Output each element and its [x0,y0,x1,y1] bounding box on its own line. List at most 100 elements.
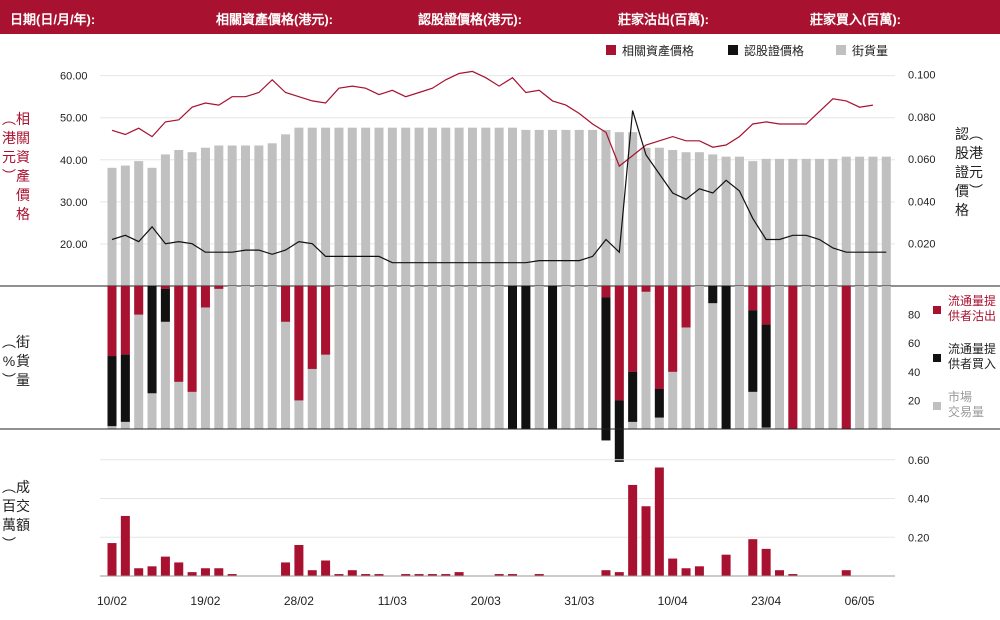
axis-title-char: 街 [16,334,30,350]
market-volume-bar [467,286,477,429]
right-top-axis-title: 認股證價格 ︵ 港元 ︶ [955,125,983,220]
left-mid-axis-title: ︵% ︶ 街貨量 [2,333,30,390]
pct-legend-label: 流通量提 [948,341,996,356]
axis-title-char: 關 [16,130,30,146]
axis-unit-char: ︵ [969,126,983,142]
outstanding-bar [601,129,611,286]
turnover-bar [147,566,157,576]
axis-title-char: 貨 [16,353,30,369]
market-volume-bar [281,286,291,429]
x-tick-label: 10/02 [97,594,127,608]
outstanding-bar [347,127,357,286]
axis-unit-char: 萬 [2,517,16,533]
lp-sell-bar [614,286,624,401]
lp-buy-bar [748,310,758,392]
lp-sell-bar [601,286,611,298]
market-volume-bar [574,286,584,429]
outstanding-bar [134,161,144,286]
pct-legend-swatch [933,306,941,314]
market-volume-bar [855,286,865,429]
turnover-bar [321,560,331,576]
market-volume-bar [214,286,224,429]
lp-sell-bar [281,286,291,322]
lp-sell-bar [788,286,798,429]
lp-buy-bar [628,371,638,422]
lp-buy-bar [654,388,664,418]
axis-unit-char: 元 [969,164,983,180]
turnover-bar [841,570,851,576]
lp-sell-bar [187,286,197,392]
outstanding-bar [200,147,210,286]
turnover-bar [107,543,117,576]
pct-axis-tick-label: 20 [908,395,920,407]
lp-sell-bar [654,286,664,389]
lp-sell-bar [174,286,184,382]
axis-title-char: 交 [16,498,30,514]
header-issuer-buy-label: 莊家買入(百萬): [810,12,901,27]
outstanding-bar [855,156,865,286]
axis-title-char: 產 [16,168,30,184]
turnover-axis-tick-label: 0.60 [908,455,929,467]
market-volume-bar [881,286,891,429]
pct-axis-tick-label: 60 [908,338,920,350]
turnover-bar [654,467,664,576]
turnover-bar [681,568,691,576]
outstanding-bar [414,127,424,286]
pct-legend-label: 交易量 [948,404,984,419]
market-volume-bar [267,286,277,429]
pct-legend-swatch [933,402,941,410]
outstanding-bar [628,132,638,286]
outstanding-bar [668,149,678,286]
lp-buy-bar [508,286,517,429]
lp-sell-bar [748,286,758,311]
right-axis-tick-label: 0.080 [908,112,936,124]
turnover-bar [427,574,437,576]
axis-title-char: 相 [16,111,30,127]
left-axis-tick-label: 30.00 [60,197,88,209]
header-date-label: 日期(日/月/年): [10,12,96,27]
header-issuer-sell-label: 莊家沽出(百萬): [618,12,709,27]
turnover-bar [120,515,130,576]
lp-buy-bar [761,324,771,428]
x-tick-label: 23/04 [751,594,781,608]
market-volume-bar [534,286,544,429]
market-volume-bar [334,286,344,429]
outstanding-bar [321,127,331,286]
axis-unit-char: 港 [969,145,983,161]
outstanding-bar [801,158,811,286]
outstanding-bar [214,145,224,286]
pct-legend-label: 流通量提 [948,293,996,308]
x-tick-label: 11/03 [378,594,407,608]
right-axis-tick-label: 0.040 [908,196,936,208]
turnover-bar [307,570,317,576]
outstanding-bar [174,149,184,286]
market-volume-bar [427,286,437,429]
turnover-bar [494,574,504,576]
lp-buy-bar [120,354,130,422]
outstanding-bar [521,129,531,286]
axis-unit-char: ︶ [2,168,16,184]
lp-buy-bar [147,286,157,394]
left-axis-tick-label: 20.00 [60,239,88,251]
market-volume-bar [361,286,371,429]
turnover-bar [160,556,170,576]
outstanding-bar [267,143,277,286]
outstanding-bar [281,134,291,286]
outstanding-bar [548,129,558,286]
market-volume-bar [401,286,411,429]
axis-title-char: 額 [16,517,30,533]
header-underlying-price-label: 相關資產價格(港元): [216,12,333,27]
pct-axis-tick-label: 40 [908,367,920,379]
outstanding-bar [160,154,170,286]
market-volume-bar [160,286,170,429]
lp-buy-bar [107,356,117,427]
pct-axis-tick-label: 80 [908,310,920,322]
market-volume-bar [494,286,504,429]
turnover-bar [748,539,758,576]
axis-title-char: 量 [16,372,30,388]
turnover-bar [775,570,784,576]
axis-unit-char: ︶ [2,372,16,388]
turnover-bar [628,484,638,576]
turnover-bar [214,568,224,576]
